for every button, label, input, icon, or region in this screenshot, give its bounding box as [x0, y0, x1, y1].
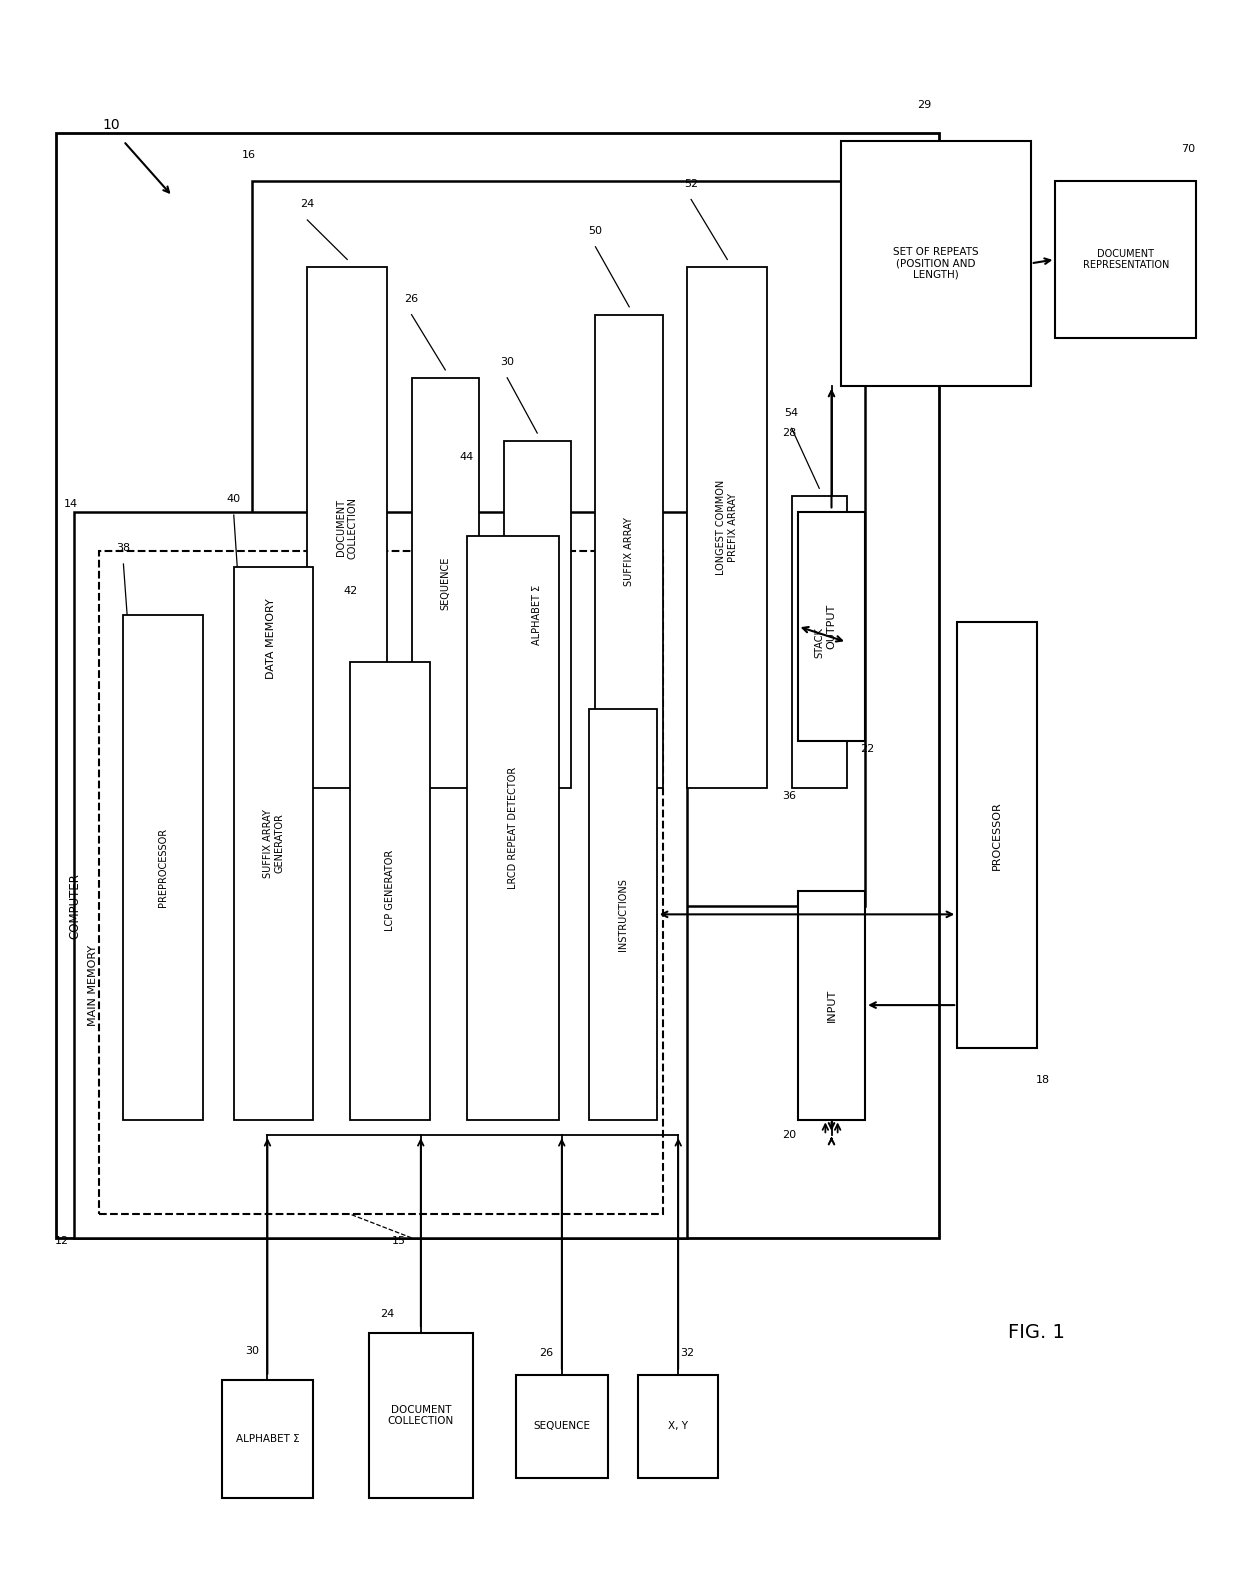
Text: DOCUMENT
COLLECTION: DOCUMENT COLLECTION: [388, 1404, 454, 1426]
FancyBboxPatch shape: [466, 535, 559, 1119]
Text: LCP GENERATOR: LCP GENERATOR: [386, 850, 396, 931]
Text: ALPHABET Σ: ALPHABET Σ: [532, 584, 542, 645]
Text: DOCUMENT
REPRESENTATION: DOCUMENT REPRESENTATION: [1083, 248, 1169, 271]
Text: SET OF REPEATS
(POSITION AND
LENGTH): SET OF REPEATS (POSITION AND LENGTH): [893, 247, 978, 280]
Text: SUFFIX ARRAY
GENERATOR: SUFFIX ARRAY GENERATOR: [263, 809, 284, 877]
Text: 26: 26: [404, 295, 419, 304]
Text: 15: 15: [392, 1235, 407, 1247]
Text: 24: 24: [300, 199, 315, 209]
Text: 24: 24: [379, 1309, 394, 1318]
Text: PREPROCESSOR: PREPROCESSOR: [159, 828, 169, 906]
FancyBboxPatch shape: [589, 708, 657, 1119]
FancyBboxPatch shape: [516, 1375, 608, 1477]
Text: 30: 30: [500, 357, 515, 368]
Text: 20: 20: [782, 1130, 796, 1140]
Text: 29: 29: [916, 100, 931, 110]
FancyBboxPatch shape: [308, 267, 387, 788]
FancyBboxPatch shape: [957, 622, 1037, 1049]
Text: SEQUENCE: SEQUENCE: [533, 1422, 590, 1431]
Text: 50: 50: [589, 226, 603, 236]
Text: SEQUENCE: SEQUENCE: [440, 556, 450, 610]
Text: 70: 70: [1180, 143, 1195, 154]
FancyBboxPatch shape: [234, 567, 314, 1119]
Text: 54: 54: [785, 408, 799, 417]
Text: COMPUTER: COMPUTER: [68, 874, 81, 939]
Text: 38: 38: [117, 543, 130, 554]
Text: 42: 42: [343, 586, 357, 595]
Text: 30: 30: [246, 1347, 259, 1356]
FancyBboxPatch shape: [639, 1375, 718, 1477]
FancyBboxPatch shape: [252, 180, 866, 906]
Text: FIG. 1: FIG. 1: [1008, 1323, 1065, 1342]
Text: PROCESSOR: PROCESSOR: [992, 801, 1002, 869]
Text: 26: 26: [539, 1348, 553, 1358]
Text: 12: 12: [55, 1235, 69, 1247]
Text: DATA MEMORY: DATA MEMORY: [265, 599, 275, 678]
Text: X, Y: X, Y: [668, 1422, 688, 1431]
FancyBboxPatch shape: [841, 142, 1030, 385]
FancyBboxPatch shape: [503, 441, 570, 788]
Text: 36: 36: [782, 791, 796, 801]
Text: ALPHABET Σ: ALPHABET Σ: [236, 1434, 299, 1444]
Text: MAIN MEMORY: MAIN MEMORY: [88, 944, 98, 1025]
FancyBboxPatch shape: [791, 497, 847, 788]
FancyBboxPatch shape: [56, 134, 939, 1239]
Text: 16: 16: [242, 150, 255, 161]
FancyBboxPatch shape: [797, 890, 866, 1119]
Text: OUTPUT: OUTPUT: [827, 603, 837, 650]
Text: SUFFIX ARRAY: SUFFIX ARRAY: [624, 517, 634, 586]
FancyBboxPatch shape: [797, 513, 866, 740]
Text: INPUT: INPUT: [827, 989, 837, 1022]
FancyBboxPatch shape: [222, 1380, 314, 1498]
FancyBboxPatch shape: [74, 513, 687, 1239]
Text: STACK: STACK: [815, 627, 825, 657]
Text: 32: 32: [681, 1348, 694, 1358]
Text: 22: 22: [861, 743, 874, 753]
Text: 52: 52: [684, 178, 698, 189]
FancyBboxPatch shape: [412, 377, 479, 788]
FancyBboxPatch shape: [124, 615, 203, 1119]
Text: 10: 10: [103, 118, 120, 132]
Text: LONGEST COMMON
PREFIX ARRAY: LONGEST COMMON PREFIX ARRAY: [717, 481, 738, 575]
Text: 40: 40: [227, 494, 241, 505]
Text: 44: 44: [460, 452, 474, 462]
FancyBboxPatch shape: [687, 267, 768, 788]
Text: 14: 14: [63, 498, 78, 509]
FancyBboxPatch shape: [368, 1333, 472, 1498]
Text: 28: 28: [782, 428, 796, 438]
Text: DOCUMENT
COLLECTION: DOCUMENT COLLECTION: [336, 497, 358, 559]
Text: INSTRUCTIONS: INSTRUCTIONS: [618, 877, 629, 950]
Text: LRCD REPEAT DETECTOR: LRCD REPEAT DETECTOR: [507, 766, 518, 888]
FancyBboxPatch shape: [350, 662, 430, 1119]
FancyBboxPatch shape: [595, 315, 663, 788]
Text: 18: 18: [1035, 1075, 1050, 1086]
FancyBboxPatch shape: [1055, 180, 1197, 339]
